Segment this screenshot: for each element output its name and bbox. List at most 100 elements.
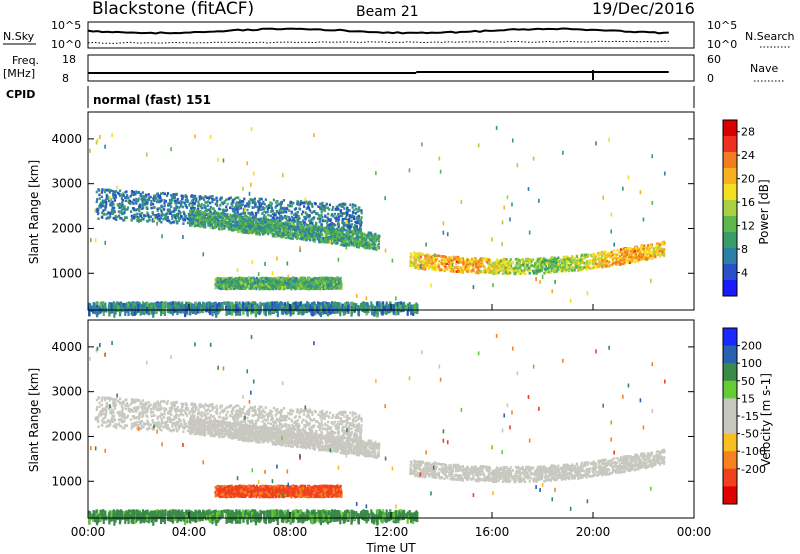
echo-cell bbox=[430, 259, 433, 263]
echo-cell bbox=[265, 220, 268, 224]
echo-cell bbox=[259, 284, 262, 288]
echo-cell bbox=[262, 217, 266, 221]
echo-cell bbox=[152, 213, 155, 216]
echo-cell bbox=[330, 235, 334, 238]
echo-cell bbox=[194, 199, 198, 203]
echo-cell bbox=[328, 277, 332, 280]
echo-cell bbox=[287, 223, 291, 226]
freq-label: Freq. bbox=[12, 54, 39, 67]
echo-cell bbox=[491, 272, 495, 276]
echo-cell bbox=[296, 284, 300, 288]
echo-cell bbox=[651, 250, 654, 253]
echo-cell bbox=[362, 241, 365, 245]
echo-cell bbox=[118, 192, 121, 196]
echo-cell bbox=[303, 201, 306, 205]
echo-cell bbox=[211, 197, 214, 201]
echo-cell bbox=[282, 222, 285, 226]
echo-cell bbox=[293, 231, 297, 235]
echo-cell bbox=[175, 208, 178, 212]
echo-cell bbox=[310, 230, 313, 234]
echo-cell bbox=[238, 201, 241, 205]
echo-cell bbox=[197, 213, 201, 217]
echo-cell bbox=[143, 195, 147, 199]
echo-cell bbox=[122, 205, 125, 208]
echo-cell bbox=[315, 235, 318, 238]
echo-cell bbox=[153, 194, 156, 197]
echo-cell bbox=[358, 238, 362, 241]
echo-cell bbox=[284, 277, 287, 281]
echo-cell bbox=[239, 201, 242, 205]
echo-cell bbox=[327, 218, 330, 221]
echo-cell bbox=[296, 225, 300, 229]
echo-cell bbox=[287, 277, 290, 281]
echo-cell bbox=[510, 266, 513, 270]
echo-cell bbox=[311, 235, 314, 239]
echo-cell bbox=[308, 208, 311, 212]
echo-cell bbox=[297, 214, 300, 218]
echo-cell bbox=[167, 202, 170, 205]
echo-cell bbox=[654, 247, 658, 250]
echo-cell bbox=[222, 218, 226, 222]
echo-cell bbox=[207, 196, 210, 199]
echo-cell bbox=[303, 282, 306, 286]
echo-cell bbox=[171, 196, 174, 200]
echo-cell bbox=[188, 204, 191, 207]
echo-cell bbox=[171, 195, 174, 198]
echo-cell bbox=[156, 199, 159, 202]
echo-cell bbox=[206, 204, 209, 207]
echo-cell bbox=[308, 214, 311, 217]
echo-cell bbox=[292, 284, 296, 287]
search-noise-line bbox=[87, 40, 669, 44]
echo-cell bbox=[318, 218, 322, 221]
echo-cell bbox=[200, 211, 204, 215]
echo-cell bbox=[129, 210, 133, 213]
echo-cell bbox=[193, 217, 196, 221]
echo-cell bbox=[228, 219, 232, 222]
echo-cell bbox=[232, 279, 235, 283]
echo-cell bbox=[316, 229, 319, 233]
echo-cell bbox=[275, 227, 278, 230]
echo-cell bbox=[145, 214, 148, 218]
echo-cell bbox=[199, 223, 202, 226]
echo-cell bbox=[289, 277, 292, 281]
echo-cell bbox=[151, 211, 154, 214]
echo-cell bbox=[328, 283, 331, 286]
echo-cell bbox=[339, 211, 343, 215]
echo-cell bbox=[320, 279, 323, 283]
echo-cell bbox=[155, 213, 158, 217]
echo-cell bbox=[318, 233, 321, 236]
echo-cell bbox=[229, 216, 232, 220]
echo-cell bbox=[217, 286, 220, 290]
echo-cell bbox=[230, 202, 233, 206]
echo-cell bbox=[176, 200, 179, 203]
echo-cell bbox=[187, 212, 190, 216]
echo-cell bbox=[250, 277, 253, 280]
echo-cell bbox=[335, 205, 338, 209]
echo-cell bbox=[324, 205, 327, 208]
echo-cell bbox=[112, 194, 115, 198]
echo-cell bbox=[282, 276, 285, 280]
echo-cell bbox=[313, 236, 316, 239]
echo-cell bbox=[274, 222, 277, 226]
echo-cell bbox=[518, 259, 521, 262]
echo-cell bbox=[216, 280, 219, 284]
echo-cell bbox=[150, 206, 153, 210]
echo-cell bbox=[152, 206, 155, 210]
echo-cell bbox=[339, 282, 343, 286]
echo-cell bbox=[319, 202, 322, 206]
echo-cell bbox=[355, 233, 358, 236]
echo-cell bbox=[585, 267, 588, 271]
echo-cell bbox=[198, 218, 202, 221]
echo-cell bbox=[272, 217, 276, 220]
echo-cell bbox=[287, 219, 291, 222]
echo-cell bbox=[113, 217, 117, 221]
echo-cell bbox=[302, 238, 305, 241]
echo-cell bbox=[231, 224, 234, 227]
echo-cell bbox=[290, 222, 294, 226]
echo-cell bbox=[493, 265, 496, 269]
echo-cell bbox=[351, 214, 354, 217]
echo-cell bbox=[136, 218, 139, 221]
echo-cell bbox=[193, 194, 197, 198]
echo-cell bbox=[197, 222, 200, 225]
echo-cell bbox=[173, 199, 176, 203]
